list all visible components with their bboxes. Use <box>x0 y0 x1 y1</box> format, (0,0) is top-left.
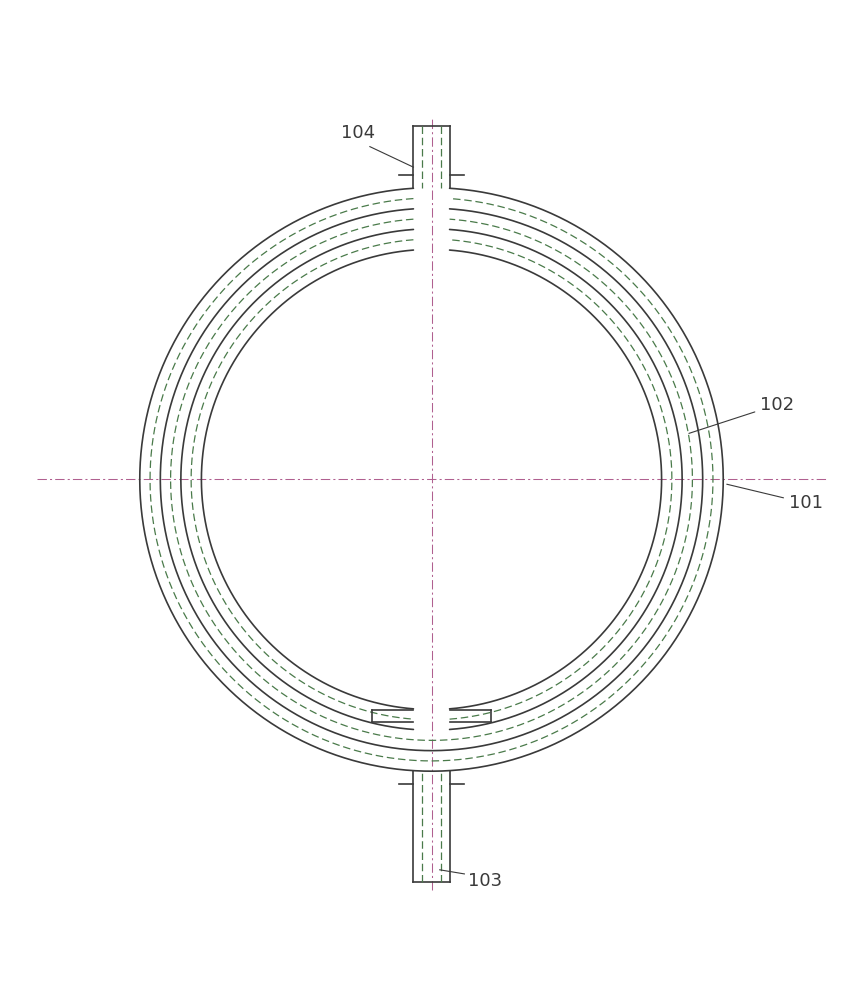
Text: 103: 103 <box>469 872 502 890</box>
Text: 101: 101 <box>727 484 823 512</box>
Text: 102: 102 <box>689 396 794 433</box>
Text: 104: 104 <box>341 124 375 142</box>
